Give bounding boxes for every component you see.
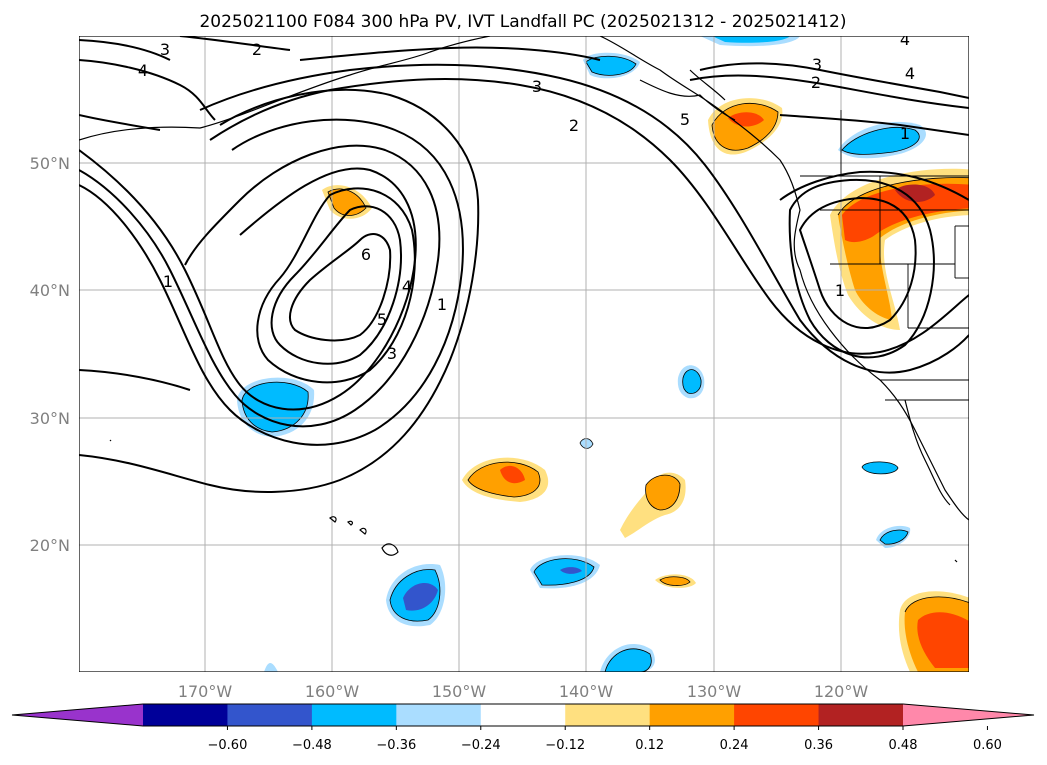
- map-title: 2025021100 F084 300 hPa PV, IVT Landfall…: [199, 12, 846, 32]
- contour-labels: 3 2 4 3 2 3 4 2 4 1 1 6 5 4 3 1 5 1: [138, 30, 915, 363]
- colorbar-tick-label: −0.48: [292, 738, 332, 753]
- contour-label: 4: [900, 30, 910, 49]
- map-area: 3 2 4 3 2 3 4 2 4 1 1 6 5 4 3 1 5 1: [79, 30, 969, 672]
- contour-label: 3: [387, 344, 397, 363]
- pv-contours: [79, 36, 969, 493]
- colorbar-tick-label: 0.12: [635, 738, 664, 753]
- contour-label: 2: [569, 116, 579, 135]
- colorbar-tick-label: −0.36: [376, 738, 416, 753]
- colorbar-segment: [565, 704, 651, 726]
- colorbar: −0.60 −0.48 −0.36 −0.24 −0.12 0.12 0.24 0.36 0.4…: [11, 703, 1035, 753]
- colorbar-tick-label: 0.36: [804, 738, 833, 753]
- colorbar-segment: [649, 704, 735, 726]
- contour-label: 1: [163, 272, 173, 291]
- colorbar-segment: [818, 704, 904, 726]
- state-borders: [800, 110, 969, 401]
- longitude-labels: 170°W 160°W 150°W 140°W 130°W 120°W: [178, 682, 869, 701]
- colorbar-extend-low: [12, 704, 143, 726]
- latitude-labels: 20°N 30°N 40°N 50°N: [30, 154, 70, 555]
- contour-label: 3: [532, 77, 542, 96]
- lon-label: 140°W: [559, 682, 614, 701]
- colorbar-segment: [734, 704, 820, 726]
- lat-label: 30°N: [30, 409, 70, 428]
- colorbar-segment: [227, 704, 313, 726]
- colorbar-tick-label: 0.48: [889, 738, 918, 753]
- lat-label: 40°N: [30, 281, 70, 300]
- colorbar-tick-label: −0.12: [545, 738, 585, 753]
- colorbar-segment: [311, 704, 397, 726]
- contour-label: 4: [138, 61, 148, 80]
- contour-label: 6: [361, 245, 371, 264]
- contour-label: 5: [680, 110, 690, 129]
- colorbar-tick-label: 0.24: [720, 738, 749, 753]
- lon-label: 130°W: [687, 682, 742, 701]
- colorbar-segment: [143, 704, 228, 726]
- contour-label: 1: [835, 281, 845, 300]
- contour-label: 2: [252, 40, 262, 59]
- lon-label: 160°W: [305, 682, 360, 701]
- colorbar-extend-high: [903, 704, 1034, 726]
- map-background: [79, 36, 969, 672]
- colorbar-tick-label: −0.60: [208, 738, 248, 753]
- lon-label: 120°W: [814, 682, 869, 701]
- colorbar-segment: [396, 704, 482, 726]
- lat-label: 50°N: [30, 154, 70, 173]
- colorbar-tick-label: −0.24: [461, 738, 501, 753]
- contour-label: 3: [160, 40, 170, 59]
- contour-label: 5: [377, 310, 387, 329]
- colorbar-tick-label: 0.60: [973, 738, 1002, 753]
- lon-label: 150°W: [432, 682, 487, 701]
- lon-label: 170°W: [178, 682, 233, 701]
- colorbar-outline: [11, 703, 1035, 727]
- contour-label: 4: [402, 277, 412, 296]
- contour-label: 3: [812, 55, 822, 74]
- contour-label: 1: [437, 295, 447, 314]
- contour-label: 4: [905, 64, 915, 83]
- contour-label: 1: [900, 124, 910, 143]
- shading-outlines: [241, 55, 969, 672]
- colorbar-segment: [480, 704, 566, 726]
- contour-label: 2: [811, 73, 821, 92]
- lat-label: 20°N: [30, 536, 70, 555]
